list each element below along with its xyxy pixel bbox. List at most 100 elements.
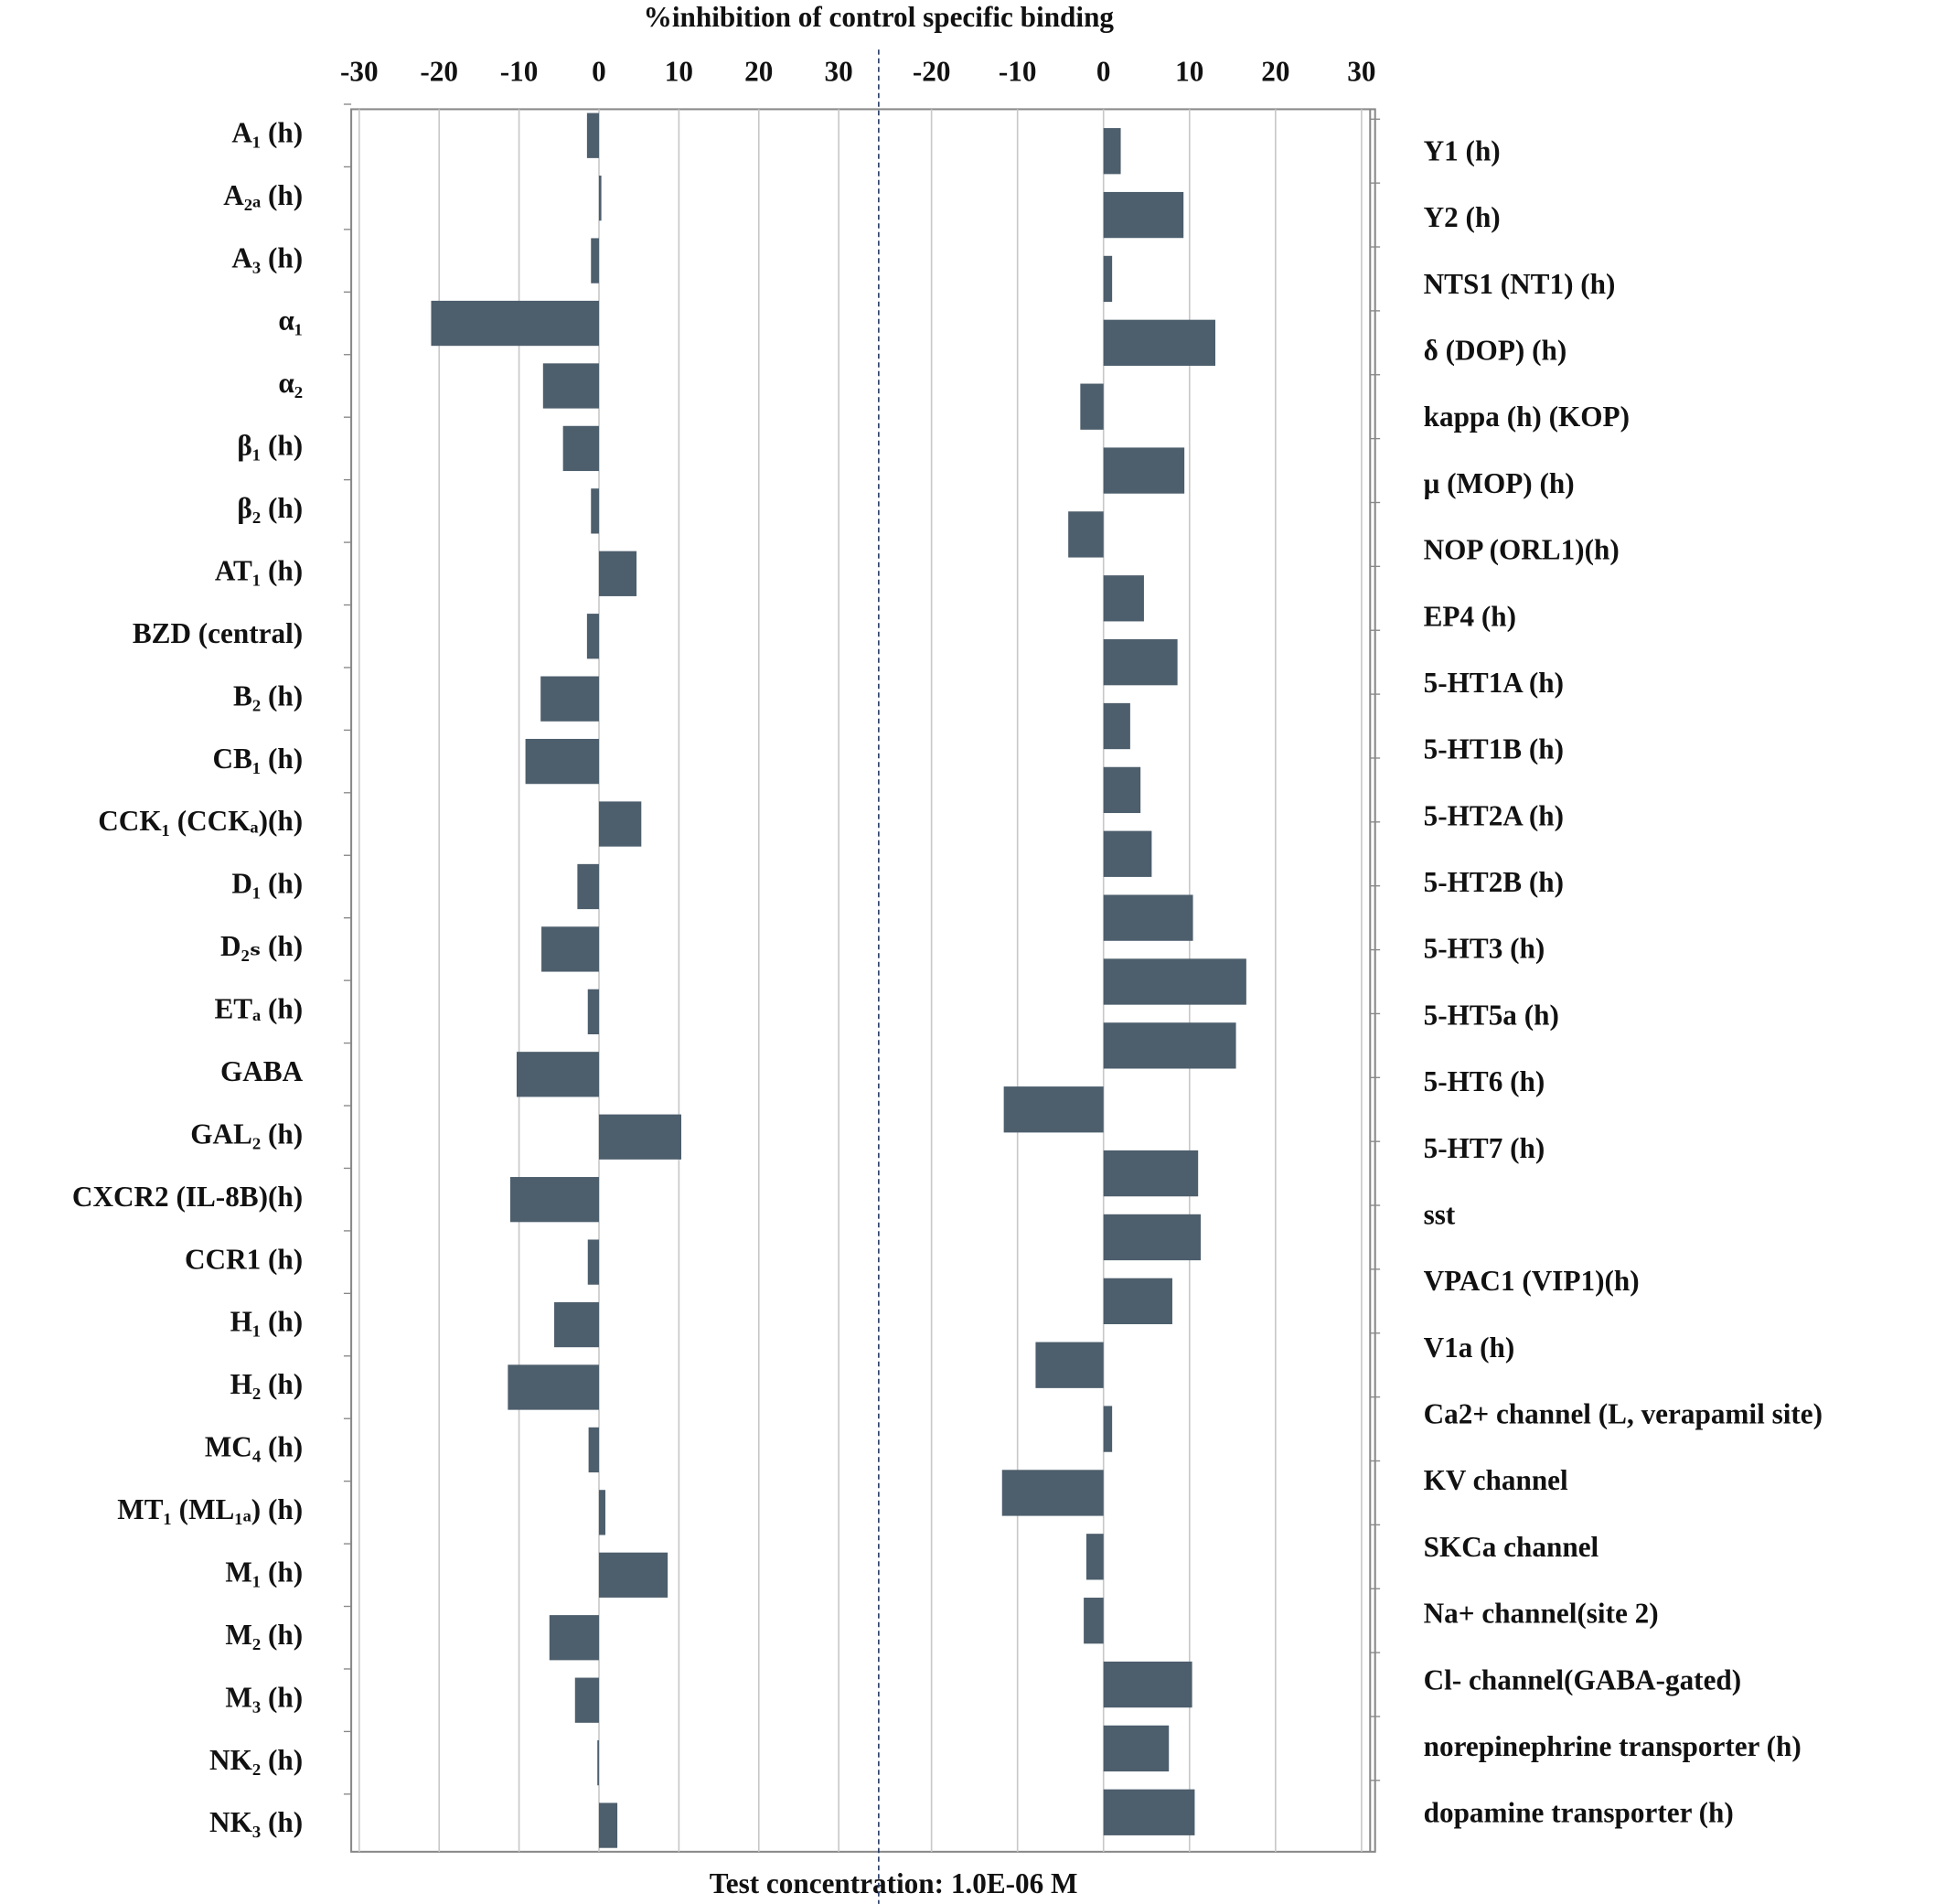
bar — [587, 989, 599, 1034]
bar — [586, 112, 599, 158]
y-tick-label: NTS1 (NT1) (h) — [1424, 268, 1616, 300]
y-tick-label: AT₁ (h) — [215, 554, 303, 586]
bar — [1103, 958, 1246, 1005]
bar — [598, 176, 602, 221]
x-tick-label: 0 — [592, 56, 606, 88]
y-tick-label: α₂ — [278, 367, 303, 399]
y-tick-label: MT₁ (ML₁ₐ) (h) — [117, 1493, 303, 1525]
bar — [598, 1114, 681, 1160]
bar — [431, 300, 599, 347]
bar — [1103, 128, 1121, 175]
bar — [1103, 702, 1130, 750]
x-tick-label: 30 — [1347, 56, 1375, 88]
y-tick-label: kappa (h) (KOP) — [1424, 401, 1630, 433]
y-tick-label: CCK₁ (CCKₐ)(h) — [98, 805, 303, 837]
y-tick-label: 5-HT1B (h) — [1424, 733, 1564, 765]
y-tick-label: A₁ (h) — [231, 116, 303, 148]
bar — [549, 1615, 599, 1661]
bar — [1103, 830, 1152, 877]
y-tick-label: 5-HT2B (h) — [1424, 866, 1564, 898]
plot-area: %inhibition of control specific binding … — [72, 1, 1823, 1904]
bar — [509, 1177, 599, 1223]
y-tick-label: A₃ (h) — [231, 241, 303, 273]
bar — [1103, 255, 1113, 303]
y-tick-label: MC₄ (h) — [205, 1431, 303, 1463]
x-tick-label: 10 — [1175, 56, 1203, 88]
bar — [1103, 1725, 1170, 1772]
y-tick-label: CB₁ (h) — [213, 743, 304, 775]
y-tick-label: 5-HT7 (h) — [1424, 1132, 1545, 1164]
bar — [508, 1364, 599, 1410]
y-tick-label: BZD (central) — [133, 617, 303, 649]
bar — [591, 488, 599, 534]
bar — [1080, 383, 1104, 430]
bar — [1003, 1086, 1104, 1133]
bar — [598, 551, 637, 596]
x-tick-label: 20 — [1261, 56, 1289, 88]
bar — [1103, 1022, 1236, 1069]
bar — [577, 863, 599, 910]
y-tick-label: SKCa channel — [1424, 1531, 1599, 1563]
y-tick-label: β₁ (h) — [237, 430, 303, 462]
y-tick-label: GAL₂ (h) — [190, 1118, 303, 1150]
bar — [574, 1677, 599, 1723]
y-tick-label: CXCR2 (IL-8B)(h) — [72, 1181, 303, 1213]
x-tick-label: -10 — [999, 56, 1037, 88]
y-tick-label: CCR1 (h) — [185, 1243, 303, 1275]
y-tick-label: NK₂ (h) — [209, 1744, 303, 1776]
bar — [562, 425, 599, 472]
bar — [516, 1052, 599, 1097]
bar — [1103, 1278, 1172, 1324]
bar — [598, 801, 642, 847]
chart-title: %inhibition of control specific binding — [644, 1, 1115, 33]
bar — [525, 738, 599, 785]
y-tick-label: 5-HT5a (h) — [1424, 999, 1559, 1031]
y-tick-label: α₁ — [278, 305, 303, 337]
x-tick-label: -20 — [913, 56, 951, 88]
bar — [541, 926, 599, 972]
bar — [1103, 319, 1215, 366]
bar — [1001, 1470, 1104, 1516]
bar — [598, 1552, 668, 1598]
bar — [1084, 1598, 1104, 1644]
x-tick-label: 10 — [665, 56, 693, 88]
y-tick-label: B₂ (h) — [233, 679, 303, 711]
y-tick-label: Y1 (h) — [1424, 134, 1501, 166]
bar — [1103, 1789, 1195, 1835]
y-tick-label: 5-HT6 (h) — [1424, 1065, 1545, 1097]
bar — [1103, 447, 1185, 494]
bar — [1085, 1534, 1104, 1580]
bar — [1103, 1661, 1192, 1708]
bar — [1103, 1150, 1199, 1197]
bar — [1103, 639, 1178, 686]
y-tick-label: H₁ (h) — [230, 1306, 304, 1338]
y-tick-label: GABA — [220, 1055, 304, 1087]
y-tick-label: Na+ channel(site 2) — [1424, 1598, 1659, 1630]
bar — [1103, 575, 1144, 622]
bar — [542, 363, 599, 409]
bar — [1103, 894, 1193, 941]
bar — [1068, 511, 1104, 558]
y-tick-label: dopamine transporter (h) — [1424, 1797, 1734, 1829]
bar — [1103, 191, 1184, 239]
y-tick-label: μ (MOP) (h) — [1424, 467, 1575, 499]
y-tick-label: Y2 (h) — [1424, 201, 1501, 233]
bar — [554, 1301, 599, 1348]
bar — [598, 1802, 618, 1848]
y-tick-label: norepinephrine transporter (h) — [1424, 1730, 1802, 1762]
y-tick-label: KV channel — [1424, 1464, 1568, 1496]
y-tick-label: Cl- channel(GABA-gated) — [1424, 1663, 1742, 1695]
y-tick-label: β₂ (h) — [237, 492, 303, 524]
x-tick-label: -20 — [420, 56, 458, 88]
y-tick-label: sst — [1424, 1198, 1456, 1230]
y-tick-label: NOP (ORL1)(h) — [1424, 534, 1620, 566]
bar — [591, 238, 599, 283]
y-tick-label: H₂ (h) — [230, 1368, 304, 1400]
bar — [588, 1427, 599, 1473]
footer: Test concentration: 1.0E-06 M — [710, 1867, 1078, 1899]
bar — [540, 676, 599, 722]
y-tick-label: A₂ₐ (h) — [223, 179, 303, 211]
x-tick-label: 30 — [825, 56, 853, 88]
x-tick-label: 0 — [1096, 56, 1111, 88]
y-tick-label: Ca2+ channel (L, verapamil site) — [1424, 1398, 1823, 1430]
